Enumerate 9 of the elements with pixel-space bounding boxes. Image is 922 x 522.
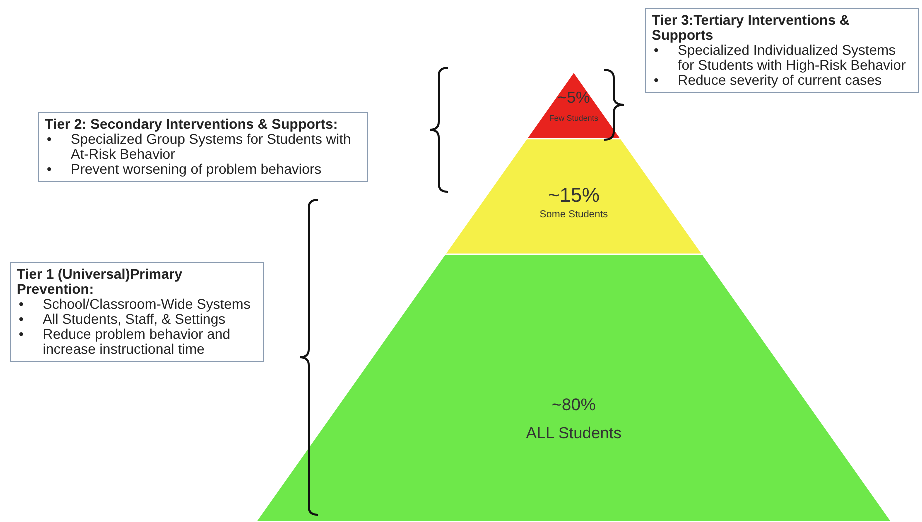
data-label: ~5%	[558, 90, 590, 108]
text: Tier 1 (Universal)Primary Prevention: • School/Classroom-Wide Systems • All Students, Staff, & Settings • Reduce problem behavior and increase instructional time	[17, 266, 252, 357]
category-label: Some Students	[540, 209, 608, 220]
data-label: ~80%	[552, 396, 596, 415]
category-label: ALL Students	[526, 425, 622, 442]
text: Tier 3:Tertiary Interventions & Supports • Specialized Individualized Systems for Students with High-Risk Behavior • Reduce severity of current cases	[652, 12, 907, 88]
text: Tier 2: Secondary Interventions & Supports: • Specialized Group Systems for Students with At-Risk Behavior • Prevent worsening of problem behaviors	[45, 116, 352, 177]
category-label: Few Students	[550, 114, 598, 123]
data-label: ~15%	[548, 185, 600, 208]
